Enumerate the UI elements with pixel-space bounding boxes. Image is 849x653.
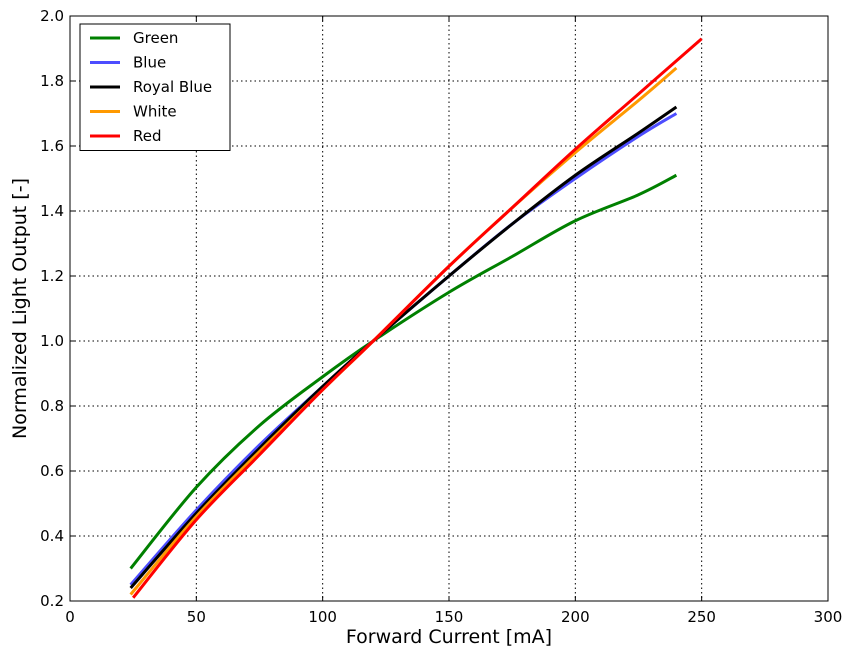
y-tick-label: 0.2 xyxy=(40,592,64,610)
legend-label-green: Green xyxy=(133,29,178,47)
y-tick-label: 1.6 xyxy=(40,137,64,155)
series-line-royal-blue xyxy=(129,105,678,589)
y-tick-label: 2.0 xyxy=(40,7,64,25)
y-tick-label: 1.4 xyxy=(40,202,64,220)
y-tick-label: 0.8 xyxy=(40,397,64,415)
x-tick-label: 250 xyxy=(687,608,716,626)
series-line-blue xyxy=(129,112,678,586)
legend: Green Blue Royal Blue White Red xyxy=(79,23,231,151)
x-tick-label: 100 xyxy=(308,608,337,626)
x-tick-label: 150 xyxy=(435,608,464,626)
x-tick-label: 200 xyxy=(561,608,590,626)
series-lines xyxy=(129,37,703,599)
legend-label-royal-blue: Royal Blue xyxy=(133,78,212,96)
grid-lines xyxy=(70,16,828,601)
x-tick-label: 50 xyxy=(187,608,206,626)
legend-label-red: Red xyxy=(133,127,162,145)
x-tick-label: 300 xyxy=(814,608,843,626)
y-tick-label: 1.2 xyxy=(40,267,64,285)
y-tick-label: 0.6 xyxy=(40,462,64,480)
x-axis-label: Forward Current [mA] xyxy=(346,626,552,648)
series-line-green xyxy=(129,173,678,570)
legend-label-blue: Blue xyxy=(133,54,166,72)
legend-label-white: White xyxy=(133,103,177,121)
series-line-red xyxy=(132,37,703,599)
axis-ticks xyxy=(69,15,829,602)
y-tick-label: 1.0 xyxy=(40,332,64,350)
y-axis-label: Normalized Light Output [-] xyxy=(9,178,31,439)
y-tick-label: 1.8 xyxy=(40,72,64,90)
x-tick-label: 0 xyxy=(65,608,75,626)
tick-labels: 0 50 100 150 200 250 300 0.2 0.4 0.6 0.8 1.0 1.2 1.4 1… xyxy=(40,7,842,626)
y-tick-label: 0.4 xyxy=(40,527,64,545)
